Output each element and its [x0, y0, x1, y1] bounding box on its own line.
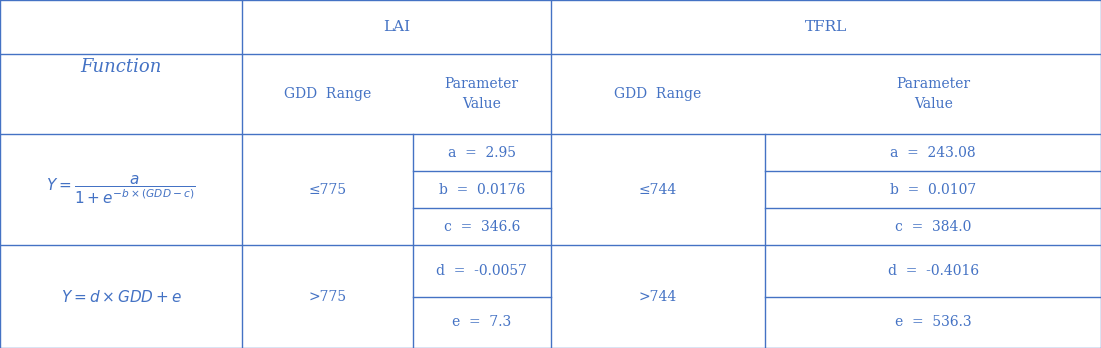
- Text: Parameter
Value: Parameter Value: [896, 77, 970, 111]
- Text: TFRL: TFRL: [805, 20, 847, 34]
- Text: e  =  536.3: e = 536.3: [895, 315, 971, 329]
- Text: >744: >744: [639, 290, 677, 304]
- Text: ≤775: ≤775: [308, 183, 347, 197]
- Text: Parameter
Value: Parameter Value: [445, 77, 519, 111]
- Text: ≤744: ≤744: [639, 183, 677, 197]
- Text: c  =  346.6: c = 346.6: [444, 220, 520, 234]
- Text: a  =  2.95: a = 2.95: [448, 145, 515, 159]
- Text: d  =  -0.0057: d = -0.0057: [436, 264, 527, 278]
- Text: LAI: LAI: [383, 20, 410, 34]
- Text: >775: >775: [308, 290, 347, 304]
- Text: GDD  Range: GDD Range: [284, 87, 371, 101]
- Text: Function: Function: [80, 58, 162, 76]
- Text: e  =  7.3: e = 7.3: [453, 315, 511, 329]
- Text: b  =  0.0107: b = 0.0107: [890, 183, 977, 197]
- Text: $Y = d \times GDD + e$: $Y = d \times GDD + e$: [61, 289, 182, 304]
- Text: c  =  384.0: c = 384.0: [895, 220, 971, 234]
- Text: a  =  243.08: a = 243.08: [891, 145, 975, 159]
- Text: GDD  Range: GDD Range: [614, 87, 701, 101]
- Text: b  =  0.0176: b = 0.0176: [438, 183, 525, 197]
- Text: d  =  -0.4016: d = -0.4016: [887, 264, 979, 278]
- Text: $Y = \dfrac{a}{1+e^{-b\times(GDD-c)}}$: $Y = \dfrac{a}{1+e^{-b\times(GDD-c)}}$: [46, 173, 196, 206]
